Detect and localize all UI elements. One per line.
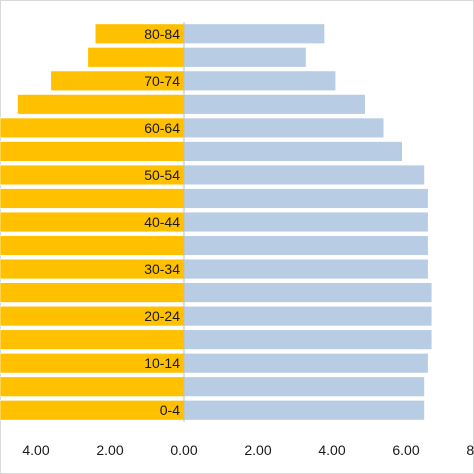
right-bar-5-9 [183,376,425,397]
x-tick-label-5: 6.00 [392,442,419,458]
left-bar-15-19 [0,329,185,350]
category-label-10-14: 10-14 [144,355,180,371]
category-labels-group: 0-4 10-14 20-24 30-34 40-44 50-54 60-64 70-74 80… [144,26,180,418]
left-bar-75-79 [87,47,185,68]
category-label-20-24: 20-24 [144,308,180,324]
left-bar-55-59 [0,141,185,162]
right-bar-40-44 [183,211,429,233]
right-bar-20-24 [183,305,433,327]
left-bar-0-4 [0,400,185,421]
category-label-60-64: 60-64 [144,120,180,136]
right-bar-50-54 [183,164,425,186]
x-tick-labels-group: 4.00 2.00 0.00 2.00 4.00 6.00 8.00 [22,442,474,458]
category-label-0-4: 0-4 [160,402,180,418]
right-bar-0-4 [183,400,425,421]
right-bar-15-19 [183,329,433,350]
x-tick-label-6: 8.00 [466,442,474,458]
bars-group [0,23,433,421]
right-bar-70-74 [183,70,336,92]
left-bar-35-39 [0,235,185,256]
category-label-50-54: 50-54 [144,167,180,183]
left-bar-65-69 [17,94,185,115]
category-label-40-44: 40-44 [144,214,180,230]
right-bar-55-59 [183,141,403,162]
left-bar-25-29 [0,282,185,303]
right-bar-75-79 [183,47,307,68]
right-bar-45-49 [183,188,429,209]
right-bar-10-14 [183,352,429,374]
left-bar-5-9 [0,376,185,397]
x-tick-label-2: 0.00 [170,442,197,458]
x-tick-label-0: 4.00 [22,442,49,458]
category-label-30-34: 30-34 [144,261,180,277]
right-bar-30-34 [183,258,429,280]
x-tick-label-4: 4.00 [318,442,345,458]
right-bar-60-64 [183,117,385,139]
right-bar-65-69 [183,94,366,115]
right-bar-35-39 [183,235,429,256]
x-tick-label-1: 2.00 [96,442,123,458]
category-label-80-84: 80-84 [144,26,180,42]
right-bar-25-29 [183,282,433,303]
left-bar-45-49 [0,188,185,209]
category-label-70-74: 70-74 [144,73,180,89]
right-bar-80-84 [183,23,325,44]
x-tick-label-3: 2.00 [244,442,271,458]
